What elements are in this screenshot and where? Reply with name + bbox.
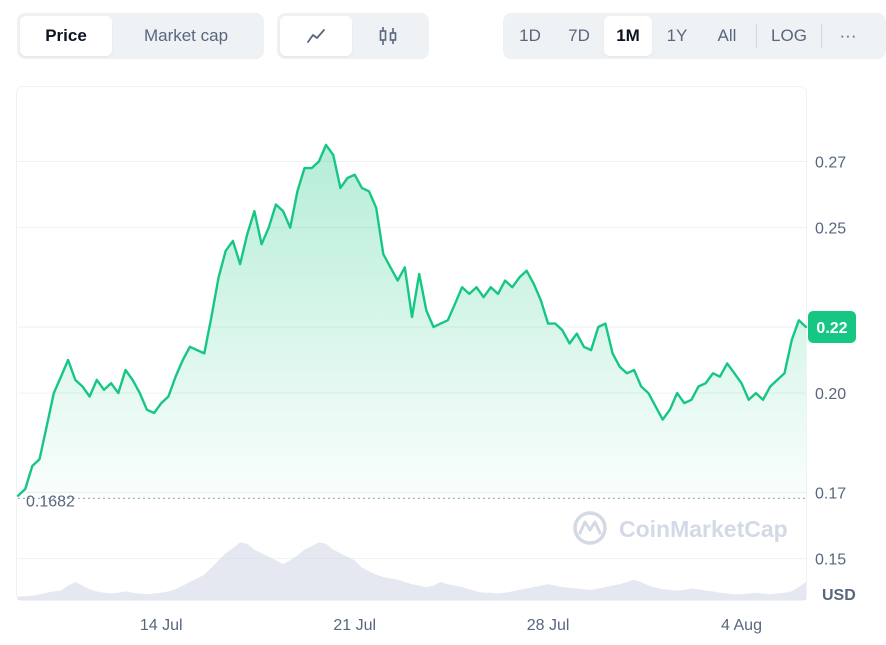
log-scale-button[interactable]: LOG	[771, 26, 807, 45]
range-7d-button[interactable]: 7D	[568, 26, 590, 45]
x-tick-label: 21 Jul	[333, 617, 376, 634]
toolbar-divider	[756, 24, 757, 48]
currency-label: USD	[822, 587, 856, 604]
line-chart-button[interactable]	[280, 16, 352, 56]
x-tick-label: 14 Jul	[140, 617, 183, 634]
line-chart-icon	[307, 29, 325, 43]
y-tick-label: 0.17	[815, 485, 846, 502]
more-options-button[interactable]: ···	[839, 26, 857, 45]
reference-label: 0.1682	[26, 493, 75, 510]
current-price-badge: 0.22	[808, 311, 856, 343]
price-tab[interactable]: Price	[20, 16, 112, 56]
range-1d-button[interactable]: 1D	[519, 26, 541, 45]
y-tick-label: 0.27	[815, 154, 846, 171]
x-tick-label: 4 Aug	[721, 617, 762, 634]
x-tick-label: 28 Jul	[527, 617, 570, 634]
price-line	[16, 143, 808, 497]
range-toggle: 1D 7D 1M 1Y All LOG ···	[503, 13, 886, 59]
market-cap-tab[interactable]: Market cap	[143, 26, 229, 45]
chart-type-toggle	[277, 13, 429, 59]
watermark: CoinMarketCap	[573, 511, 788, 545]
watermark-text: CoinMarketCap	[619, 516, 788, 542]
candlestick-button[interactable]	[352, 16, 426, 56]
metric-toggle: Price Market cap	[17, 13, 264, 59]
y-tick-label: 0.25	[815, 221, 846, 238]
y-tick-label: 0.15	[815, 552, 846, 569]
y-tick-label: 0.20	[815, 386, 846, 403]
volume-area	[18, 542, 806, 600]
price-area	[18, 144, 806, 499]
range-1m-button[interactable]: 1M	[604, 16, 652, 56]
range-1y-button[interactable]: 1Y	[666, 26, 688, 45]
toolbar-divider	[821, 24, 822, 48]
current-price-label: 0.22	[816, 320, 847, 337]
range-all-button[interactable]: All	[717, 26, 737, 45]
candlestick-icon	[379, 27, 397, 45]
chart-border	[16, 86, 807, 601]
